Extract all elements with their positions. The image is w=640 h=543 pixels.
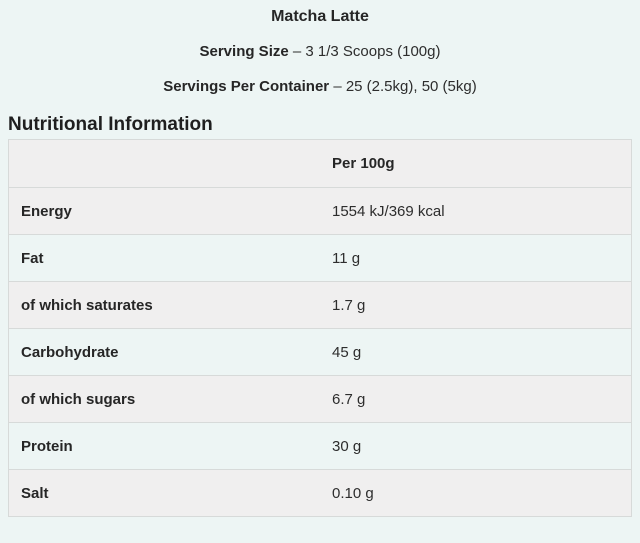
row-value: 6.7 g [320,375,632,423]
row-value: 1554 kJ/369 kcal [320,187,632,235]
row-label: of which saturates [8,281,320,329]
nutrition-table: Per 100g Energy 1554 kJ/369 kcal Fat 11 … [8,139,632,517]
product-intro: Matcha Latte Serving Size – 3 1/3 Scoops… [0,0,640,95]
header-cell-per-100g: Per 100g [320,139,632,188]
table-row-sugars: of which sugars 6.7 g [8,375,632,423]
serving-size-value: – 3 1/3 Scoops (100g) [292,43,441,60]
servings-per-container-label: Servings Per Container [163,78,330,95]
table-row-carbohydrate: Carbohydrate 45 g [8,328,632,376]
table-row-protein: Protein 30 g [8,422,632,470]
row-label: Fat [8,234,320,282]
table-row-energy: Energy 1554 kJ/369 kcal [8,187,632,235]
servings-per-container-value: – 25 (2.5kg), 50 (5kg) [333,78,477,95]
table-row-fat: Fat 11 g [8,234,632,282]
product-title: Matcha Latte [271,8,369,25]
table-row-salt: Salt 0.10 g [8,469,632,517]
row-label: of which sugars [8,375,320,423]
serving-size-line: Serving Size – 3 1/3 Scoops (100g) [0,44,640,60]
servings-per-container-line: Servings Per Container – 25 (2.5kg), 50 … [0,79,640,95]
row-label: Energy [8,187,320,235]
row-value: 11 g [320,234,632,282]
row-value: 45 g [320,328,632,376]
serving-size-label: Serving Size [199,43,289,60]
row-value: 1.7 g [320,281,632,329]
row-label: Protein [8,422,320,470]
table-header-row: Per 100g [8,139,632,188]
table-row-saturates: of which saturates 1.7 g [8,281,632,329]
row-label: Salt [8,469,320,517]
row-value: 0.10 g [320,469,632,517]
section-title-nutritional-information: Nutritional Information [8,114,213,135]
header-cell-empty [8,139,320,188]
row-label: Carbohydrate [8,328,320,376]
row-value: 30 g [320,422,632,470]
